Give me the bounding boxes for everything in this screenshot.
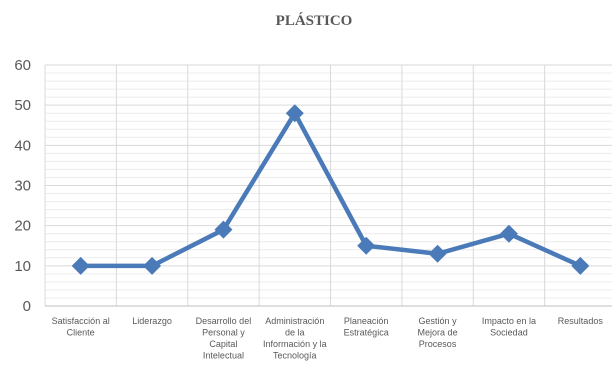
grid	[44, 64, 612, 307]
y-tick-label: 0	[23, 298, 31, 315]
x-tick-label: Desarrollo del Personal y Capital Intelectu…	[196, 316, 252, 361]
x-tick-label-line: Administración	[265, 316, 324, 326]
data-point-marker	[71, 256, 90, 275]
y-tick-label: 60	[14, 57, 31, 74]
x-tick-label-line: Impacto en la	[482, 316, 536, 326]
x-tick-label-line: Cliente	[67, 328, 95, 338]
x-tick-label-line: Personal y	[202, 328, 245, 338]
data-point-marker	[143, 256, 162, 275]
y-tick-label: 10	[14, 258, 31, 275]
x-tick-label-line: Gestión y	[419, 316, 458, 326]
series	[71, 104, 590, 275]
y-tick-label: 40	[14, 137, 31, 154]
x-tick-label-line: Desarrollo del	[196, 316, 252, 326]
x-tick-label: Impacto en la Sociedad	[482, 316, 536, 338]
x-tick-label-line: Información y la	[263, 339, 327, 349]
x-tick-label-line: de la	[285, 328, 305, 338]
x-tick-label-line: Estratégica	[344, 328, 389, 338]
x-tick-label: Liderazgo	[132, 316, 172, 326]
data-point-marker	[499, 224, 518, 243]
series-line	[78, 110, 583, 269]
x-tick-label-line: Sociedad	[490, 328, 528, 338]
x-tick-label: Satisfacción al Cliente	[52, 316, 110, 338]
x-tick-label-line: Mejora de	[418, 328, 458, 338]
data-point-marker	[214, 220, 233, 239]
x-tick-label: Resultados	[558, 316, 604, 326]
data-point-marker	[571, 256, 590, 275]
data-point-marker	[285, 104, 304, 123]
y-tick-label: 30	[14, 178, 31, 195]
x-tick-label: Administración de la Información y la Tecno…	[263, 316, 327, 361]
chart-title: PLÁSTICO	[276, 12, 353, 29]
y-axis: 0 10 20 30 40 50 60	[14, 57, 31, 315]
y-tick-label: 20	[14, 218, 31, 235]
x-tick-label-line: Liderazgo	[132, 316, 172, 326]
x-tick-label-line: Capital	[209, 339, 237, 349]
data-point-marker	[357, 236, 376, 255]
x-tick-label-line: Procesos	[419, 339, 457, 349]
x-tick-label-line: Intelectual	[203, 351, 244, 361]
x-tick-label-line: Satisfacción al	[52, 316, 110, 326]
x-tick-label-line: Resultados	[558, 316, 604, 326]
x-tick-label: Gestión y Mejora de Procesos	[418, 316, 458, 349]
x-tick-label: Planeación Estratégica	[344, 316, 389, 338]
x-axis: Satisfacción al Cliente Liderazgo Desarroll…	[52, 316, 604, 361]
data-point-marker	[428, 244, 447, 263]
x-tick-label-line: Tecnología	[273, 351, 317, 361]
y-tick-label: 50	[14, 97, 31, 114]
x-tick-label-line: Planeación	[344, 316, 389, 326]
